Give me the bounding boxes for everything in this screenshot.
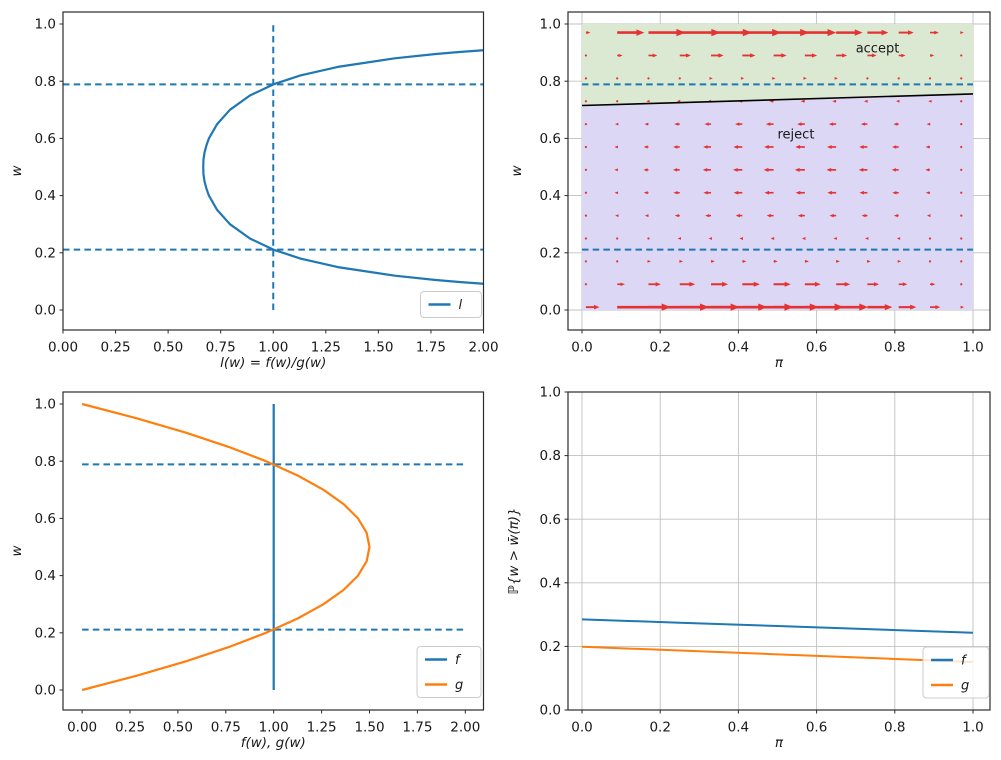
x-tick-label: 0.8 (884, 720, 905, 736)
x-tick-label: 1.0 (962, 340, 983, 356)
y-axis-label: ℙ{w > w̄(π)} (506, 507, 522, 594)
y-tick-label: 0.2 (35, 245, 56, 261)
x-tick-label: 0.50 (153, 340, 183, 356)
axis-ticks: 0.00 0.25 0.50 0.75 1.00 1.25 1.50 1.75 2.00 0.0 0… (35, 17, 499, 356)
y-tick-label: 0.8 (35, 74, 56, 90)
densities-plot: 0.00 0.25 0.50 0.75 1.00 1.25 1.50 1.75 2.00 0.0 0… (9, 391, 485, 751)
legend-label: g (455, 678, 463, 693)
x-tick-label: 0.8 (884, 340, 905, 356)
y-tick-label: 0.0 (540, 303, 561, 319)
belief-drift-arrows (584, 28, 965, 311)
x-tick-label: 0.6 (806, 720, 827, 736)
x-tick-label: 1.50 (363, 340, 393, 356)
wbar-threshold-line (581, 93, 974, 107)
y-tick-label: 0.2 (35, 625, 56, 641)
f-tail-probability (581, 618, 974, 634)
y-tick-label: 1.0 (540, 17, 561, 33)
x-tick-label: 1.75 (402, 720, 432, 736)
x-axis-label: f(w), g(w) (241, 735, 306, 751)
x-tick-label: 0.4 (728, 340, 749, 356)
y-tick-label: 0.8 (35, 454, 56, 470)
x-tick-label: 1.75 (416, 340, 446, 356)
x-tick-label: 2.00 (468, 340, 498, 356)
axes-spines (567, 391, 991, 711)
y-tick-label: 0.4 (35, 568, 56, 584)
g-density (81, 402, 371, 692)
axes-spines (567, 11, 991, 331)
y-tick-label: 0.8 (540, 448, 561, 464)
x-tick-label: 0.25 (115, 720, 145, 736)
x-tick-label: 0.00 (48, 340, 78, 356)
y-tick-label: 1.0 (35, 397, 56, 413)
y-tick-label: 0.0 (35, 683, 56, 699)
y-tick-label: 0.8 (540, 74, 561, 90)
x-tick-label: 0.2 (649, 720, 670, 736)
y-tick-label: 0.2 (540, 245, 561, 261)
x-tick-label: 1.25 (311, 340, 341, 356)
x-tick-label: 2.00 (450, 720, 480, 736)
likelihood-ratio-plot: 0.00 0.25 0.50 0.75 1.00 1.25 1.50 1.75 2.00 0.0 0… (9, 11, 499, 371)
y-axis-label: w (9, 545, 25, 557)
x-tick-label: 0.0 (571, 340, 592, 356)
y-tick-label: 0.6 (540, 131, 561, 147)
accept-region (582, 24, 973, 106)
x-tick-label: 0.00 (67, 720, 97, 736)
x-tick-label: 0.6 (806, 340, 827, 356)
accept-label: accept (856, 42, 900, 57)
x-tick-label: 0.0 (571, 720, 592, 736)
reject-region (582, 93, 973, 310)
reject-label: reject (778, 127, 815, 142)
x-tick-label: 1.25 (307, 720, 337, 736)
y-tick-label: 0.6 (35, 511, 56, 527)
legend-label: f (455, 653, 462, 668)
y-tick-label: 1.0 (540, 385, 561, 401)
y-tick-label: 0.2 (540, 639, 561, 655)
axis-ticks: 0.0 0.2 0.4 0.6 0.8 1.0 0.0 0.2 0.4 0.6 0.8 1.0 (540, 385, 984, 736)
y-axis-label: w (9, 165, 25, 177)
x-tick-label: 1.50 (354, 720, 384, 736)
y-tick-label: 0.4 (540, 575, 561, 591)
x-tick-label: 0.2 (649, 340, 670, 356)
tail-probability-plot: 0.0 0.2 0.4 0.6 0.8 1.0 0.0 0.2 0.4 0.6 0.8 1.0 π ℙ{w… (506, 385, 991, 751)
x-axis-label: π (775, 355, 784, 371)
y-axis-label: w (509, 165, 525, 177)
legend-label: g (961, 679, 969, 694)
y-tick-label: 0.4 (35, 188, 56, 204)
x-tick-label: 0.75 (206, 340, 236, 356)
x-tick-label: 1.0 (962, 720, 983, 736)
x-tick-label: 0.25 (101, 340, 131, 356)
x-tick-label: 0.50 (163, 720, 193, 736)
x-tick-label: 1.00 (258, 340, 288, 356)
legend-label: f (961, 654, 968, 669)
legend: l (420, 291, 482, 318)
y-tick-label: 1.0 (35, 17, 56, 33)
axis-ticks: 0.0 0.2 0.4 0.6 0.8 1.0 0.0 0.2 0.4 0.6 0.8 1.0 (540, 17, 984, 356)
g-tail-probability (581, 645, 974, 663)
x-tick-label: 0.75 (211, 720, 241, 736)
l-curve (202, 49, 484, 285)
axis-ticks: 0.00 0.25 0.50 0.75 1.00 1.25 1.50 1.75 2.00 0.0 0… (35, 397, 481, 736)
y-tick-label: 0.4 (540, 188, 561, 204)
legend: fg (416, 646, 482, 698)
y-tick-label: 0.6 (35, 131, 56, 147)
y-tick-label: 0.0 (540, 703, 561, 719)
x-tick-label: 0.4 (728, 720, 749, 736)
legend-label: l (459, 298, 463, 313)
legend: fg (922, 646, 990, 699)
y-tick-label: 0.0 (35, 303, 56, 319)
x-tick-label: 1.00 (259, 720, 289, 736)
x-axis-label: l(w) = f(w)/g(w) (220, 355, 326, 371)
y-tick-label: 0.6 (540, 512, 561, 528)
x-axis-label: π (775, 735, 784, 751)
